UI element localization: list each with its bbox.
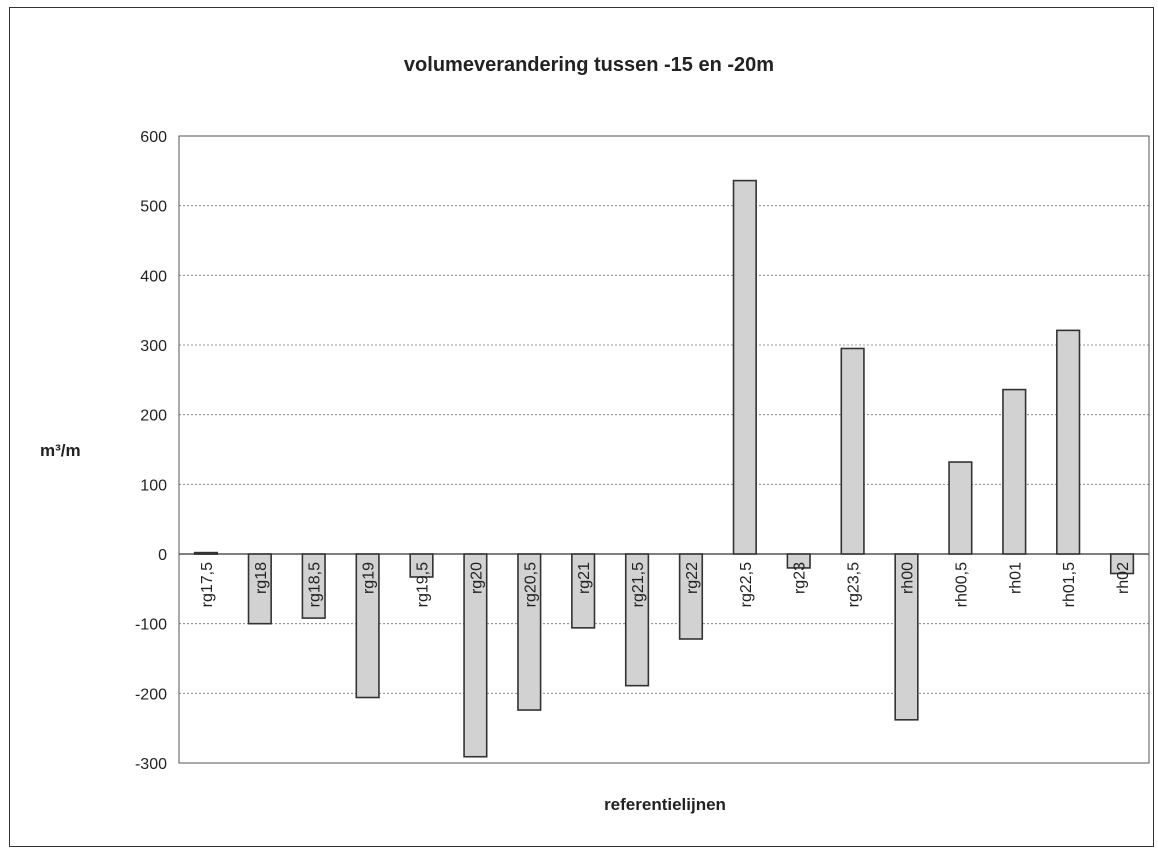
x-tick-label: rg21 — [576, 562, 593, 594]
bar-rh01,5 — [1056, 329, 1081, 555]
y-tick-label: -300 — [135, 756, 167, 773]
x-tick-label: rg18,5 — [307, 562, 324, 607]
bar-rg23,5 — [840, 347, 865, 555]
bar-rg20 — [463, 553, 488, 758]
x-tick-label: rg19,5 — [415, 562, 432, 607]
bar-rg18 — [247, 553, 272, 625]
x-tick-label: rg23,5 — [846, 562, 863, 607]
x-tick-label: rg18 — [253, 562, 270, 594]
bar-rg23 — [786, 553, 811, 569]
x-tick-label: rh00 — [900, 562, 917, 594]
y-tick-label: -200 — [135, 686, 167, 703]
y-tick-label: 500 — [140, 199, 167, 216]
plot-area — [178, 135, 1150, 764]
y-tick-label: 200 — [140, 408, 167, 425]
y-tick-label: 600 — [140, 129, 167, 146]
bar-rg17,5 — [193, 551, 219, 555]
y-tick-label: 100 — [140, 477, 167, 494]
x-tick-label: rg20 — [468, 562, 485, 594]
bar-rh00 — [894, 553, 919, 721]
x-axis-title: referentielijnen — [604, 795, 726, 814]
bar-rg19,5 — [409, 553, 434, 578]
bar-chart: volumeverandering tussen -15 en -20m 600… — [40, 54, 1150, 814]
x-tick-label: rg19 — [361, 562, 378, 594]
y-tick-label: 400 — [140, 268, 167, 285]
bar-rg22 — [678, 553, 704, 640]
x-tick-label: rh01 — [1007, 562, 1024, 594]
bar-rg20,5 — [517, 553, 542, 711]
y-axis-title: m³/m — [40, 441, 81, 460]
bar-rh01 — [1002, 388, 1027, 555]
x-tick-label: rg20,5 — [522, 562, 539, 607]
x-tick-label: rh00,5 — [953, 562, 970, 607]
x-tick-label: rg17,5 — [199, 562, 216, 607]
y-tick-label: 0 — [158, 547, 167, 564]
y-tick-label: 300 — [140, 338, 167, 355]
x-tick-label: rg22 — [684, 562, 701, 594]
x-tick-label: rh02 — [1115, 562, 1132, 594]
y-tick-label: -100 — [135, 617, 167, 634]
bar-rg19 — [355, 553, 380, 699]
bar-rg21,5 — [624, 553, 650, 687]
chart-frame: volumeverandering tussen -15 en -20m 600… — [9, 7, 1154, 847]
x-tick-label: rg22,5 — [738, 562, 755, 607]
bar-rg21 — [571, 553, 596, 629]
x-tick-label: rg23 — [792, 562, 809, 594]
bar-rg18,5 — [301, 553, 326, 619]
x-tick-labels: rg17,5 rg18 rg18,5 rg19 rg19,5 rg20 rg20,5 rg21… — [199, 562, 1132, 607]
bar-rh00,5 — [948, 461, 973, 555]
x-tick-label: rh01,5 — [1061, 562, 1078, 607]
bars — [193, 179, 1135, 758]
chart-title: volumeverandering tussen -15 en -20m — [404, 54, 774, 76]
y-tick-labels: 600 500 400 300 200 100 0 -100 -200 -300 — [135, 129, 167, 773]
x-tick-label: rg21,5 — [630, 562, 647, 607]
bar-rh02 — [1109, 553, 1135, 575]
bar-rg22,5 — [732, 179, 757, 555]
